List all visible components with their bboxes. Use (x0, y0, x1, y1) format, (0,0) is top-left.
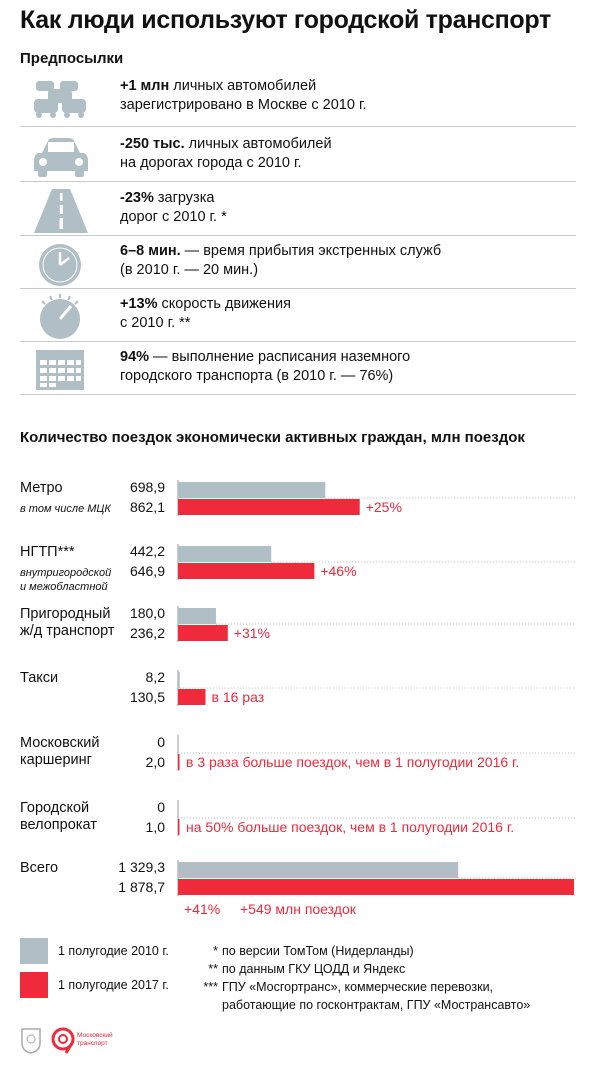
category-sublabel: и межобластной (20, 581, 108, 593)
bar-2017 (178, 879, 574, 895)
footnote-text: по данным ГКУ ЦОДД и Яндекс (222, 962, 406, 976)
premise-item: -250 тыс. личных автомобилей на дорогах г… (20, 131, 576, 183)
legend-label-2017: 1 полугодие 2017 г. (58, 978, 169, 992)
category-label: Московский (20, 735, 99, 751)
divider (20, 341, 576, 342)
value-label-2010: 442,2 (130, 543, 165, 559)
legend-swatch-2010 (20, 938, 48, 964)
premise-item: -23% загрузка дорог с 2010 г. * (20, 185, 576, 237)
cars-icon (34, 81, 86, 118)
bar-2017 (178, 499, 360, 515)
category-label: велопрокат (20, 817, 97, 833)
bar-2017 (178, 563, 315, 579)
change-label: на 50% больше поездок, чем в 1 полугодии… (186, 819, 514, 835)
logos: Московский транспорт (20, 1025, 140, 1060)
value-label-2010: 1 329,3 (118, 859, 165, 875)
category-label: Всего (20, 860, 58, 876)
page-title: Как люди используют городской транспорт (20, 6, 551, 34)
category-label: Такси (20, 670, 58, 686)
bar-2010 (178, 862, 459, 878)
value-label-2010: 180,0 (130, 605, 165, 621)
footnote-mark: ** (208, 962, 218, 976)
category-label: НГТП*** (20, 544, 75, 560)
premise-item: 6–8 мин. — время прибытия экстренных слу… (20, 238, 576, 290)
divider (20, 181, 576, 182)
value-label-2017: 1,0 (146, 819, 166, 835)
calendar-icon (36, 350, 84, 390)
value-label-2017: 236,2 (130, 625, 165, 641)
bar-2010 (178, 482, 326, 498)
premises-heading: Предпосылки (20, 50, 124, 67)
change-label: +46% (320, 563, 356, 579)
trips-bar-chart: Метро в том числе МЦК 698,9 862,1 +25% НГТП**… (20, 479, 576, 917)
divider (20, 288, 576, 289)
change-label: +25% (366, 499, 402, 515)
premise-item: 94% — выполнение расписания наземного гор… (20, 344, 576, 396)
footnote-mark: *** (203, 980, 218, 994)
footnote-text: по версии ТомТом (Нидерланды) (222, 944, 414, 958)
value-label-2017: 862,1 (130, 499, 165, 515)
chart-title: Количество поездок экономически активных… (20, 429, 525, 446)
bar-2010 (178, 672, 180, 688)
category-label: Метро (20, 480, 63, 496)
value-label-2010: 698,9 (130, 479, 165, 495)
bar-2017 (178, 625, 228, 641)
change-label: +31% (234, 625, 270, 641)
divider (20, 235, 576, 236)
footnote-mark: * (213, 944, 218, 958)
category-label: каршеринг (20, 752, 92, 768)
bar-2017 (178, 754, 180, 770)
value-label-2017: 646,9 (130, 563, 165, 579)
value-label-2017: 2,0 (146, 754, 166, 770)
change-label: +41% (184, 901, 220, 917)
bar-2017 (178, 819, 180, 835)
change-label-extra: +549 млн поездок (240, 901, 357, 917)
value-label-2017: 130,5 (130, 689, 165, 705)
category-label: Пригородный (20, 606, 110, 622)
clock-icon (39, 244, 81, 286)
premise-item: +13% скорость движения с 2010 г. ** (20, 291, 576, 343)
logo-group: Московский транспорт (21, 1027, 113, 1054)
moscow-transport-logo-icon (51, 1027, 75, 1054)
value-label-2010: 0 (157, 799, 165, 815)
change-label: в 16 раз (212, 689, 265, 705)
premise-item: +1 млн личных автомобилей зарегистрирован… (20, 73, 576, 125)
change-label: в 3 раза больше поездок, чем в 1 полугод… (186, 754, 519, 770)
brand-line2: транспорт (77, 1040, 108, 1047)
speedometer-icon (40, 294, 80, 339)
city-emblem-icon (21, 1028, 41, 1054)
value-label-2017: 1 878,7 (118, 879, 165, 895)
brand-line1: Московский (77, 1031, 113, 1039)
bar-2010 (178, 608, 216, 624)
bar-2017 (178, 689, 206, 705)
category-sublabel: в том числе МЦК (20, 503, 111, 515)
legend-label-2010: 1 полугодие 2010 г. (58, 944, 169, 958)
category-label: ж/д транспорт (20, 623, 115, 639)
divider (20, 394, 576, 395)
value-label-2010: 0 (157, 734, 165, 750)
category-sublabel: внутригородской (20, 567, 111, 579)
footnote-text: работающие по госконтрактам, ГПУ «Мостра… (222, 998, 531, 1012)
legend-swatch-2017 (20, 972, 48, 998)
value-label-2010: 8,2 (146, 669, 166, 685)
bar-2010 (178, 546, 272, 562)
road-icon (34, 189, 88, 233)
divider (20, 126, 576, 127)
category-label: Городской (20, 800, 89, 816)
footnote-text: ГПУ «Мосгортранс», коммерческие перевозк… (222, 980, 494, 994)
car-front-icon (34, 138, 88, 177)
